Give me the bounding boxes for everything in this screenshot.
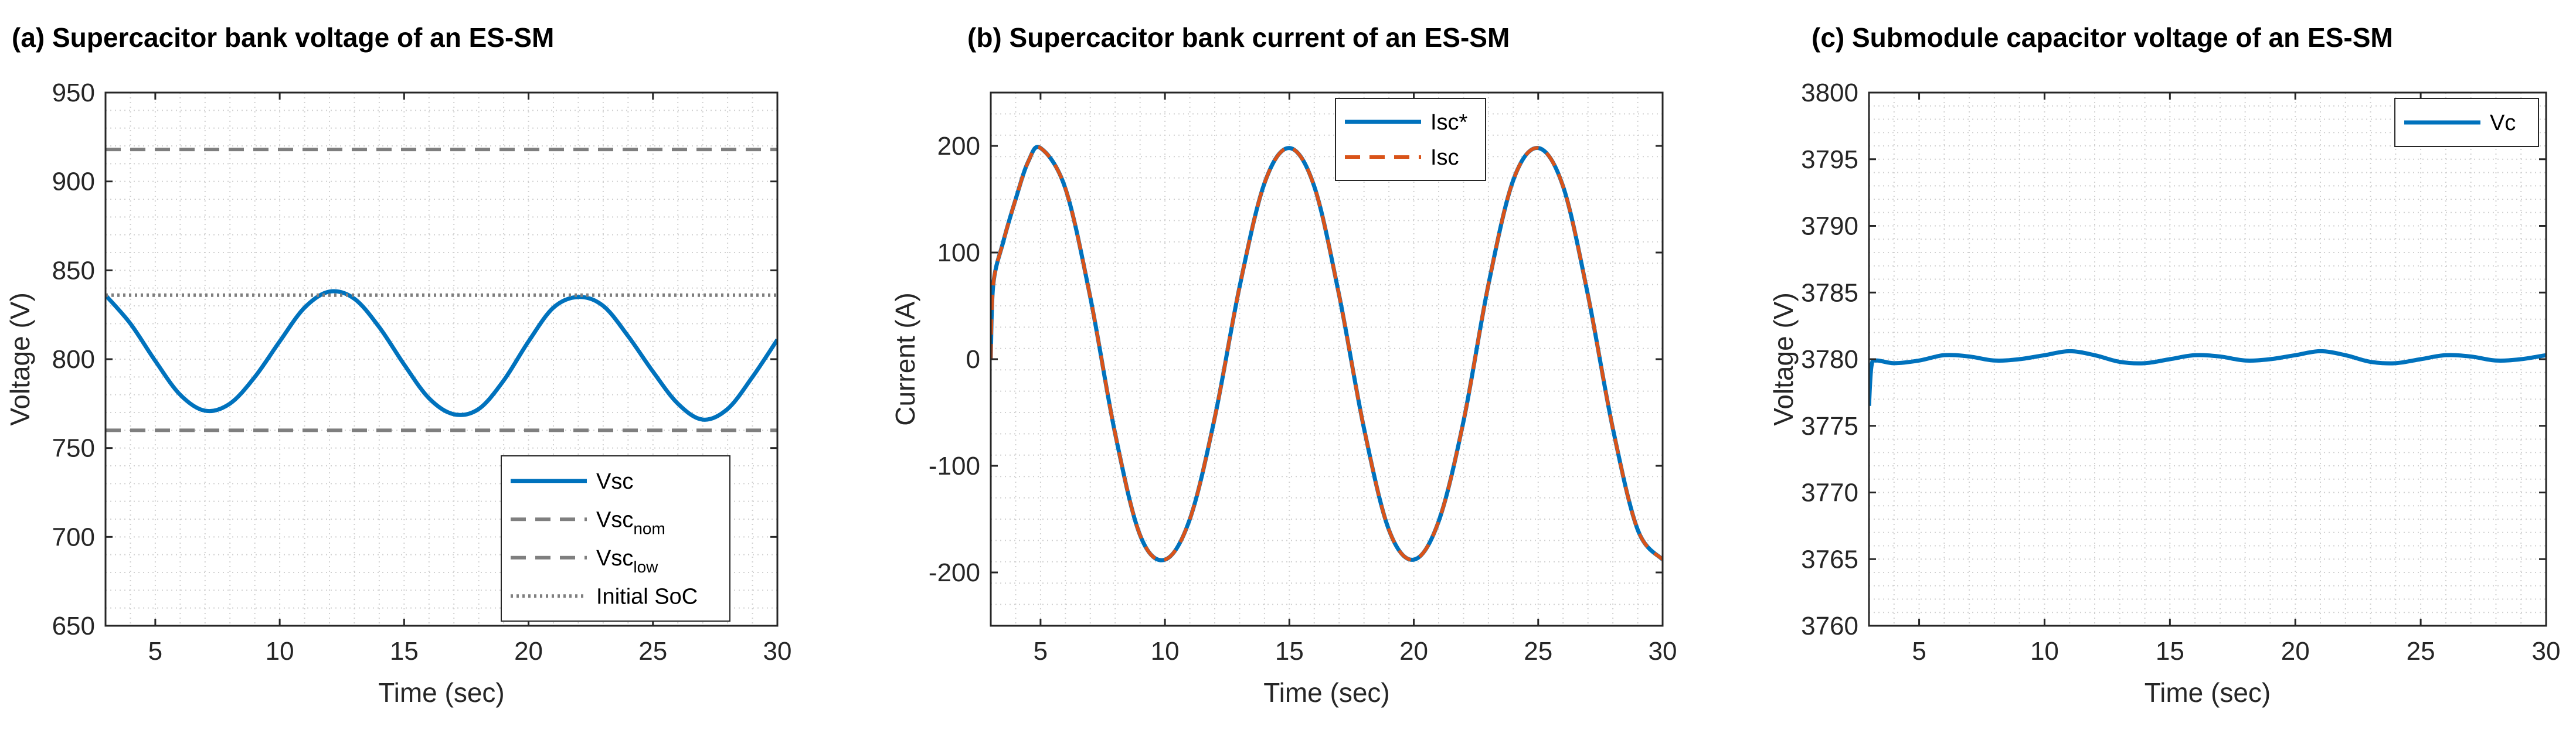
plot-frame xyxy=(990,91,1664,627)
x-tick-label: 20 xyxy=(514,637,543,666)
y-tick-label: -200 xyxy=(929,558,980,587)
series-line-isc- xyxy=(991,145,1663,562)
x-tick-label: 5 xyxy=(1034,637,1048,666)
series-group xyxy=(1869,349,2546,406)
y-tick-label: 900 xyxy=(52,168,95,196)
x-axis-label: Time (sec) xyxy=(378,677,505,708)
x-tick-label: 20 xyxy=(1399,637,1428,666)
series-line-vsc xyxy=(106,289,777,422)
y-tick-label: 3780 xyxy=(1801,345,1858,374)
y-tick-label: 3790 xyxy=(1801,212,1858,241)
x-tick-label: 15 xyxy=(390,637,419,666)
grid xyxy=(1868,92,2547,626)
ticks: 5 10 15 20 25 30 3760 3765 3770 3775 3780 3785 3790 3… xyxy=(1801,79,2560,666)
legend-entry-subscript: low xyxy=(633,558,658,576)
x-tick-label: 25 xyxy=(1524,637,1552,666)
chart-panel-3: 5 10 15 20 25 30 3760 3765 3770 3775 3780 3785 3790 3… xyxy=(1768,22,2560,708)
ticks: 5 10 15 20 25 30 650 700 750 800 850 900 950 xyxy=(52,79,792,666)
series-line-vc xyxy=(1869,349,2546,406)
legend-box xyxy=(1335,98,1486,181)
y-tick-label: 200 xyxy=(937,132,980,161)
y-tick-label: 650 xyxy=(52,612,95,640)
y-tick-label: 3785 xyxy=(1801,278,1858,307)
legend-entry: Initial SoC xyxy=(596,584,698,609)
x-tick-label: 25 xyxy=(638,637,667,666)
chart-title: (b) Supercacitor bank current of an ES-S… xyxy=(967,22,1510,53)
chart-title: (a) Supercacitor bank voltage of an ES-S… xyxy=(12,22,554,53)
legend: Vc xyxy=(2394,98,2539,147)
x-tick-label: 5 xyxy=(1912,637,1926,666)
series-line-isc xyxy=(991,145,1663,562)
y-tick-label: 850 xyxy=(52,256,95,285)
x-axis-label: Time (sec) xyxy=(2145,677,2271,708)
y-tick-label: 100 xyxy=(937,238,980,267)
ticks: 5 10 15 20 25 30 -200 -100 0 100 200 xyxy=(929,93,1677,666)
series-group xyxy=(106,148,777,432)
y-tick-label: 3765 xyxy=(1801,545,1858,574)
legend-entry: Isc xyxy=(1430,145,1459,170)
legend-entry: Vc xyxy=(2490,111,2516,135)
x-tick-label: 30 xyxy=(1649,637,1677,666)
y-tick-label: 3800 xyxy=(1801,79,1858,107)
x-tick-label: 15 xyxy=(1275,637,1304,666)
legend-entry-subscript: nom xyxy=(633,519,665,537)
x-tick-label: 10 xyxy=(266,637,294,666)
x-tick-label: 5 xyxy=(148,637,162,666)
chart-panel-2: 5 10 15 20 25 30 -200 -100 0 100 200 (b) Supercacit… xyxy=(890,22,1677,708)
y-tick-label: 750 xyxy=(52,434,95,463)
y-axis-label: Voltage (V) xyxy=(5,292,35,426)
y-tick-label: 3795 xyxy=(1801,145,1858,174)
y-tick-label: 3770 xyxy=(1801,479,1858,507)
y-tick-label: 3775 xyxy=(1801,412,1858,441)
y-tick-label: 3760 xyxy=(1801,612,1858,640)
y-tick-label: 0 xyxy=(966,345,980,374)
legend: Isc* Isc xyxy=(1335,98,1486,181)
y-tick-label: 700 xyxy=(52,523,95,551)
x-tick-label: 15 xyxy=(2156,637,2184,666)
chart-title: (c) Submodule capacitor voltage of an ES… xyxy=(1812,22,2393,53)
x-tick-label: 10 xyxy=(2030,637,2059,666)
y-tick-label: 950 xyxy=(52,79,95,107)
legend-box xyxy=(501,455,730,622)
x-tick-label: 30 xyxy=(2532,637,2561,666)
y-axis-label: Voltage (V) xyxy=(1768,292,1799,426)
y-axis-label: Current (A) xyxy=(890,292,920,425)
grid xyxy=(990,92,1663,626)
y-tick-label: 800 xyxy=(52,345,95,374)
x-tick-label: 25 xyxy=(2407,637,2435,666)
legend-entry: Isc* xyxy=(1430,110,1468,135)
y-tick-label: -100 xyxy=(929,452,980,480)
x-tick-label: 20 xyxy=(2281,637,2310,666)
chart-panel-1: 5 10 15 20 25 30 650 700 750 800 850 900 950 (a) Supe… xyxy=(5,22,791,708)
series-group xyxy=(991,145,1663,562)
x-tick-label: 30 xyxy=(763,637,792,666)
legend-entry: Vsc xyxy=(596,469,633,494)
x-axis-label: Time (sec) xyxy=(1263,677,1390,708)
x-tick-label: 10 xyxy=(1151,637,1180,666)
